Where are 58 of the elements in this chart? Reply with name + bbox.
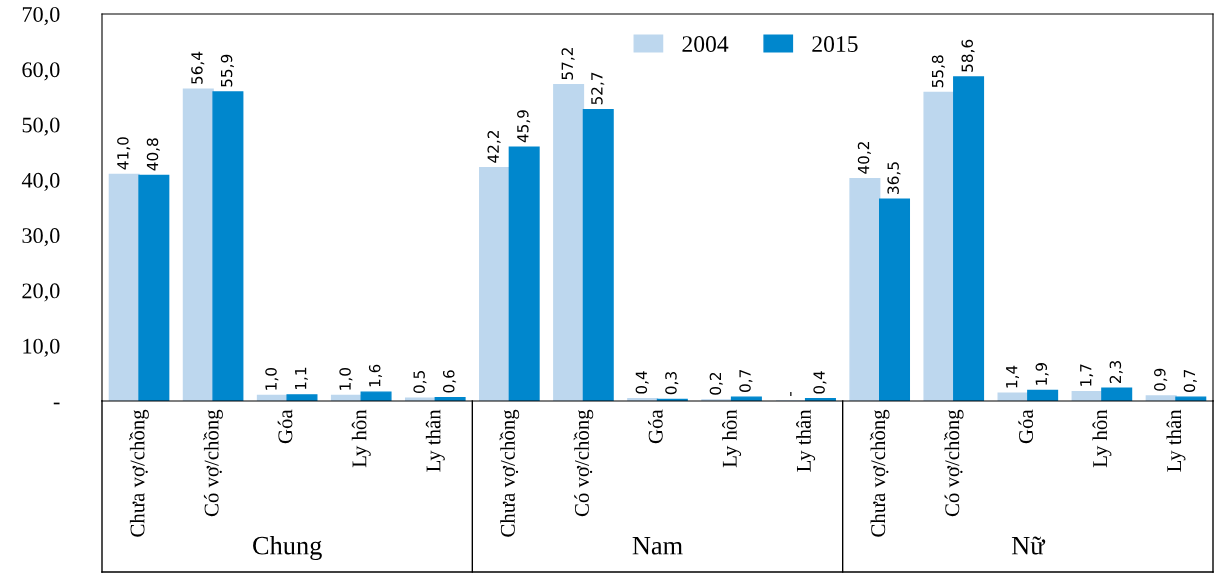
data-label: 36,5 bbox=[887, 162, 901, 194]
x-tick-label: Ly hôn bbox=[722, 409, 742, 468]
data-label: 0,9 bbox=[1154, 368, 1168, 391]
x-tick-label: Ly hôn bbox=[1092, 409, 1112, 468]
text: Nam bbox=[632, 537, 683, 555]
data-label: 55,8 bbox=[931, 55, 945, 88]
x-tick-label: Có vợ/chồng bbox=[203, 409, 223, 517]
x-tick-label: Chưa vợ/chồng bbox=[129, 409, 149, 537]
data-label: 0,5 bbox=[413, 371, 427, 394]
y-tick-label: 50,0 bbox=[22, 117, 60, 136]
data-label: 0,2 bbox=[709, 372, 723, 395]
x-tick-label: Góa bbox=[1018, 409, 1034, 444]
data-label: 0,4 bbox=[813, 371, 827, 394]
text: Nữ bbox=[1011, 536, 1046, 555]
x-tick-label: Ly hôn bbox=[351, 409, 371, 468]
x-tick-label: Chưa vợ/chồng bbox=[499, 409, 520, 537]
data-label: 41,0 bbox=[117, 137, 131, 170]
data-label: 1,6 bbox=[368, 364, 383, 387]
x-tick-label: Ly thân bbox=[1166, 409, 1186, 472]
data-label: 42,2 bbox=[487, 131, 501, 163]
data-label: 40,2 bbox=[857, 142, 871, 174]
legend-label: 2015 bbox=[812, 36, 858, 53]
data-label: 1,0 bbox=[265, 368, 279, 390]
y-tick-label: - bbox=[53, 402, 60, 405]
text: Chung bbox=[253, 536, 322, 560]
x-tick-label: Chưa vợ/chồng bbox=[869, 409, 890, 537]
data-label: 45,9 bbox=[517, 110, 531, 143]
data-label: 56,4 bbox=[191, 51, 205, 84]
y-tick-label: 20,0 bbox=[22, 283, 60, 302]
data-label: 1,1 bbox=[295, 367, 308, 390]
data-label: 1,9 bbox=[1035, 363, 1049, 385]
x-tick-label: Có vợ/chồng bbox=[573, 409, 594, 517]
data-label: 2,3 bbox=[1109, 361, 1123, 383]
data-label: - bbox=[790, 392, 792, 397]
data-label: 55,9 bbox=[220, 54, 234, 87]
y-tick-label: 30,0 bbox=[22, 228, 60, 247]
x-tick-label: Ly thân bbox=[796, 409, 816, 472]
x-tick-label: Góa bbox=[277, 409, 293, 444]
y-tick-label: 60,0 bbox=[22, 62, 60, 81]
data-label: 1,7 bbox=[1080, 364, 1094, 386]
y-tick-label: 10,0 bbox=[23, 338, 60, 357]
x-tick-label: Ly thân bbox=[425, 409, 445, 472]
data-label: 40,8 bbox=[146, 138, 160, 171]
x-tick-label: Góa bbox=[648, 409, 663, 444]
data-label: 0,6 bbox=[442, 370, 457, 393]
data-label: 0,7 bbox=[1183, 369, 1197, 392]
data-label: 0,3 bbox=[665, 372, 679, 395]
x-tick-label: Có vợ/chồng bbox=[943, 409, 964, 517]
data-label: 1,0 bbox=[339, 368, 353, 390]
data-label: 52,7 bbox=[591, 72, 605, 105]
data-label: 0,7 bbox=[739, 369, 753, 392]
data-label: 0,4 bbox=[635, 371, 649, 394]
legend-label: 2004 bbox=[682, 36, 729, 53]
y-tick-label: 40,0 bbox=[21, 172, 60, 191]
y-tick-label: 70,0 bbox=[22, 6, 60, 26]
data-label: 58,6 bbox=[961, 39, 975, 72]
data-label: 57,2 bbox=[561, 48, 575, 80]
data-label: 1,4 bbox=[1006, 365, 1020, 388]
